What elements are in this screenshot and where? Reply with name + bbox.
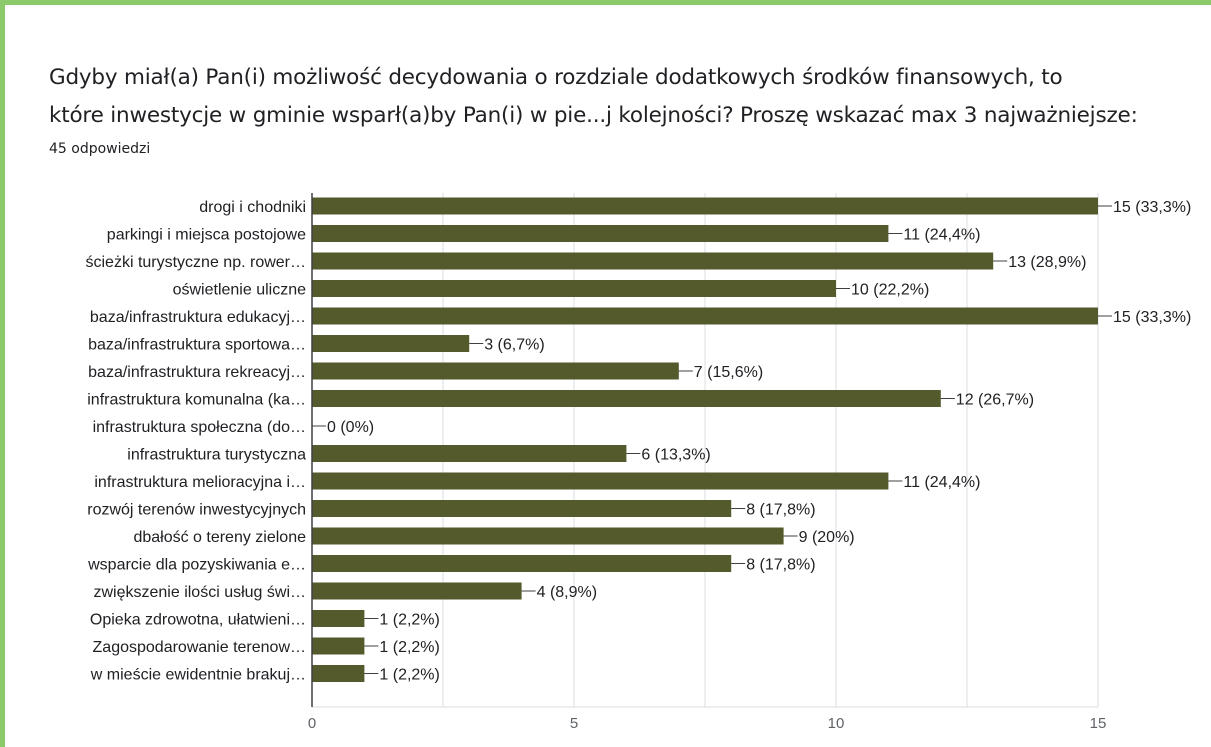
category-label: infrastruktura komunalna (ka… <box>87 392 306 409</box>
data-label: 0 (0%) <box>327 419 374 436</box>
bar <box>312 472 889 490</box>
data-label: 13 (28,9%) <box>1008 254 1086 271</box>
data-label: 8 (17,8%) <box>746 557 815 574</box>
category-label: infrastruktura melioracyjna i… <box>94 474 306 491</box>
response-count: 45 odpowiedzi <box>49 141 151 157</box>
category-label: baza/infrastruktura rekreacyj… <box>88 364 306 381</box>
x-tick-label: 5 <box>570 715 578 732</box>
bar <box>312 445 627 462</box>
bar <box>312 637 365 655</box>
category-label: baza/infrastruktura edukacyj… <box>90 309 306 326</box>
bar <box>312 555 732 572</box>
data-label: 6 (13,3%) <box>641 447 710 464</box>
bar <box>312 665 365 682</box>
data-label: 15 (33,3%) <box>1113 309 1191 326</box>
question-title-line-1: Gdyby miał(a) Pan(i) możliwość decydowan… <box>49 65 1063 90</box>
category-label: rozwój terenów inwestycyjnych <box>87 502 306 519</box>
question-title-line-2: które inwestycje w gminie wsparł(a)by Pa… <box>49 103 1138 128</box>
data-label: 12 (26,7%) <box>956 392 1034 409</box>
bar <box>312 610 365 627</box>
category-label: wsparcie dla pozyskiwania e… <box>87 557 306 574</box>
bar <box>312 527 784 545</box>
data-label: 4 (8,9%) <box>537 584 597 601</box>
data-label: 9 (20%) <box>799 529 855 546</box>
category-label: Zagospodarowanie terenow… <box>93 639 306 656</box>
category-label: dbałość o tereny zielone <box>133 529 306 546</box>
category-label: infrastruktura społeczna (do… <box>93 419 306 436</box>
data-label: 3 (6,7%) <box>484 337 544 354</box>
category-label: Opieka zdrowotna, ułatwieni… <box>90 612 306 629</box>
x-tick-label: 0 <box>308 715 316 732</box>
bar <box>312 362 679 380</box>
bar <box>312 252 994 270</box>
bar <box>312 225 889 242</box>
bar <box>312 390 941 407</box>
category-label: parkingi i miejsca postojowe <box>107 227 306 244</box>
bar <box>312 197 1098 215</box>
data-label: 11 (24,4%) <box>903 227 980 244</box>
bar <box>312 500 732 517</box>
category-label: w mieście ewidentnie brakuj… <box>90 667 306 684</box>
data-label: 10 (22,2%) <box>851 282 929 299</box>
bar <box>312 280 836 297</box>
x-tick-label: 15 <box>1090 715 1107 732</box>
bar <box>312 335 470 352</box>
question-title: Gdyby miał(a) Pan(i) możliwość decydowan… <box>49 59 1209 135</box>
data-label: 7 (15,6%) <box>694 364 763 381</box>
category-label: baza/infrastruktura sportowa… <box>88 337 306 354</box>
data-label: 15 (33,3%) <box>1113 199 1191 216</box>
data-label: 1 (2,2%) <box>379 639 439 656</box>
data-label: 1 (2,2%) <box>379 667 439 684</box>
category-label: drogi i chodniki <box>199 199 306 216</box>
x-tick-label: 10 <box>828 715 845 732</box>
bar <box>312 582 522 600</box>
category-label: oświetlenie uliczne <box>173 282 307 299</box>
bar <box>312 307 1098 325</box>
data-label: 1 (2,2%) <box>379 612 439 629</box>
category-label: infrastruktura turystyczna <box>127 447 306 464</box>
category-label: zwiększenie ilości usług świ… <box>93 584 306 601</box>
data-label: 8 (17,8%) <box>746 502 815 519</box>
category-label: ścieżki turystyczne np. rower… <box>85 254 306 271</box>
data-label: 11 (24,4%) <box>903 474 980 491</box>
